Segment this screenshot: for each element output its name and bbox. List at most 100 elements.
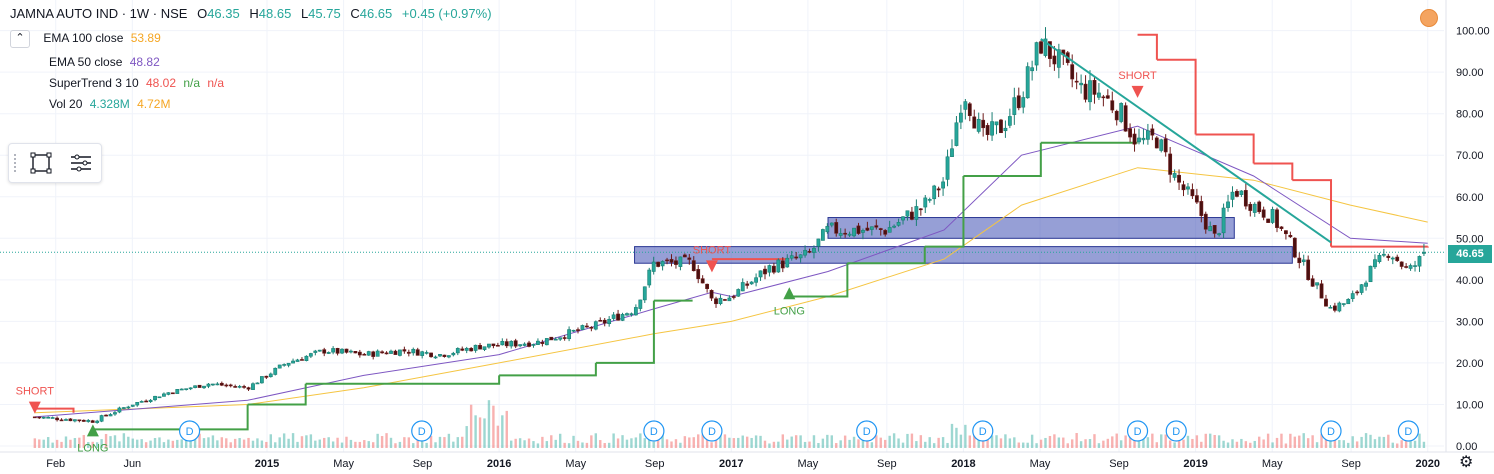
volume-bar [1200,441,1203,448]
volume-bar [621,435,624,448]
dividend-circle [856,420,878,442]
close-label: C [350,6,360,21]
dividend-marker[interactable]: D [856,420,878,442]
candle [1150,128,1155,136]
candle [1386,255,1391,258]
supertrend-line [1195,133,1255,164]
dividend-marker[interactable]: D [1126,420,1149,442]
legend-item-volume[interactable]: Vol 20 4.328M 4.72M [10,97,492,111]
volume-bar [1253,440,1256,448]
volume-bar [772,441,776,448]
candle [887,227,892,233]
volume-bar [719,433,722,448]
volume-bar [60,441,63,448]
volume-bar [109,436,112,448]
y-tick-label: 100.00 [1456,26,1490,38]
volume-bar [403,437,406,448]
volume-bar [1066,443,1069,448]
high-value: 48.65 [258,6,292,21]
volume-bar [1404,436,1408,448]
volume-bar [1396,443,1399,448]
volume-bar [710,442,713,448]
volume-bar [211,435,215,448]
legend-item-supertrend[interactable]: SuperTrend 3 10 48.02 n/a n/a [10,76,492,90]
candle [678,256,683,267]
candle [1159,139,1164,151]
volume-bar [269,434,272,448]
gear-icon[interactable]: ⚙ [1459,454,1474,471]
volume-bar [447,433,451,448]
volume-bar [434,442,437,448]
volume-bar [1382,436,1386,448]
volume-bar [238,438,241,448]
volume-bar [1079,441,1083,448]
dividend-marker[interactable]: D [1397,420,1420,442]
volume-bar [1030,434,1034,448]
legend-item-value: 4.328M [89,97,130,111]
lines-settings-icon[interactable] [69,151,93,175]
candle [1056,49,1061,68]
dividend-marker[interactable]: D [178,420,201,442]
volume-bar [777,441,780,448]
legend-collapse-icon[interactable]: ⌃ [10,30,30,48]
volume-bar [323,437,326,448]
volume-bar [340,442,344,448]
short-signal-arrow [28,401,41,414]
volume-bar [1102,440,1105,448]
volume-bar [1360,436,1363,448]
candle [580,325,585,330]
candle [1105,95,1110,99]
candle [1163,138,1168,153]
legend-item-ema50[interactable]: EMA 50 close 48.82 [10,55,492,69]
dividend-label: D [418,426,426,438]
alert-indicator-icon[interactable] [1420,9,1438,27]
candle [1288,234,1293,238]
candle [41,416,46,419]
candle [522,343,527,346]
candle [251,383,255,390]
dividend-marker[interactable]: D [1165,420,1187,442]
dividend-marker[interactable]: D [701,420,723,442]
volume-bar [803,441,807,448]
legend-item-ema100[interactable]: ⌃ EMA 100 close 53.89 [10,30,492,48]
candle [144,400,149,403]
volume-bar [514,438,517,448]
dividend-marker[interactable]: D [972,420,994,442]
candle [202,385,206,389]
volume-bar [189,440,192,448]
candle [1417,256,1422,267]
volume-bar [1338,439,1341,448]
volume-bar [1271,442,1274,448]
candle [1337,302,1342,312]
candle [660,261,665,267]
symbol-title[interactable]: JAMNA AUTO IND · 1W · NSE [10,6,188,21]
rectangle-tool-icon[interactable] [29,151,53,175]
candle [758,270,763,278]
dividend-circle [701,420,723,442]
candle [780,260,785,269]
candle [487,343,491,348]
volume-bar [1249,442,1252,448]
candle [491,343,496,347]
volume-bar [1280,433,1283,448]
volume-bar [425,442,428,448]
volume-bar [287,438,290,448]
volume-bar [656,433,660,448]
candle [255,382,260,385]
x-tick-label: May [565,458,586,470]
volume-bar [1097,443,1101,448]
dividend-marker[interactable]: D [1320,420,1342,442]
volume-bar [1142,438,1145,448]
candle [1319,283,1324,299]
candle [1279,226,1284,229]
volume-bar [1128,434,1132,448]
candle [878,228,883,230]
dividend-marker[interactable]: D [643,420,665,442]
candle [451,352,456,356]
candle [233,386,238,388]
drag-handle-icon[interactable] [14,154,19,172]
volume-bar [1026,442,1029,448]
x-tick-label: 2018 [951,458,975,470]
dividend-marker[interactable]: D [411,420,433,442]
